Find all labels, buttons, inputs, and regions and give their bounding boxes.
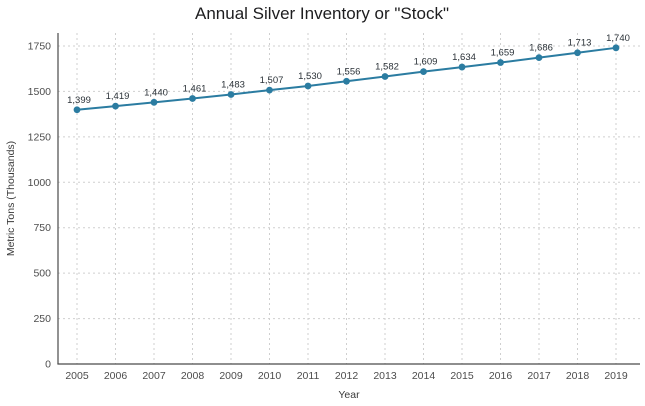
x-tick-label: 2007: [142, 370, 166, 382]
data-point-label: 1,419: [106, 91, 130, 102]
data-point-marker: [381, 73, 389, 80]
x-tick-label: 2010: [258, 370, 282, 382]
y-tick-label: 500: [33, 268, 51, 280]
data-point-label: 1,713: [568, 38, 592, 49]
data-point-marker: [612, 44, 620, 52]
x-tick-label: 2013: [373, 370, 397, 382]
gridlines: [58, 33, 640, 364]
data-point-marker: [189, 95, 196, 102]
data-point-label: 1,556: [337, 66, 361, 77]
x-axis-title: Year: [338, 389, 360, 401]
chart-title: Annual Silver Inventory or "Stock": [195, 4, 449, 23]
data-point-label: 1,507: [260, 75, 284, 86]
data-point-label: 1,461: [183, 84, 207, 95]
x-tick-label: 2016: [489, 370, 513, 382]
x-tick-label: 2009: [219, 370, 243, 382]
data-point-marker: [343, 77, 350, 85]
y-tick-label: 1000: [28, 177, 52, 189]
data-point-label: 1,530: [298, 71, 322, 82]
data-point-label: 1,659: [491, 48, 515, 59]
data-point-marker: [304, 82, 312, 90]
data-point-label: 1,740: [606, 33, 630, 44]
data-point-marker: [574, 49, 581, 57]
x-tick-label: 2017: [527, 370, 551, 382]
data-point-marker: [73, 106, 81, 114]
data-point-label: 1,609: [414, 57, 438, 68]
data-point-marker: [497, 59, 504, 66]
data-point-label: 1,483: [221, 80, 245, 91]
data-points: 1,399 1,419 1,440 1,461 1,483 1,507 1,530 1,556…: [67, 33, 630, 114]
data-point-marker: [227, 91, 235, 98]
y-tick-label: 750: [33, 222, 51, 234]
x-tick-label: 2014: [412, 370, 436, 382]
x-tick-label: 2015: [450, 370, 474, 382]
x-tick-label: 2005: [65, 370, 89, 382]
y-tick-label: 250: [33, 313, 51, 325]
y-tick-label: 1500: [28, 86, 52, 98]
y-tick-label: 0: [45, 359, 51, 371]
data-point-marker: [150, 98, 158, 106]
x-tick-label: 2011: [297, 370, 320, 382]
data-point-label: 1,634: [452, 52, 476, 63]
data-point-marker: [112, 102, 119, 110]
data-point-marker: [266, 86, 273, 94]
x-tick-label: 2018: [566, 370, 590, 382]
x-tick-label: 2012: [335, 370, 359, 382]
data-point-label: 1,399: [67, 95, 91, 106]
data-point-marker: [420, 68, 427, 76]
data-point-label: 1,582: [375, 62, 399, 73]
x-tick-label: 2006: [104, 370, 128, 382]
y-axis-title: Metric Tons (Thousands): [5, 141, 17, 256]
data-point-label: 1,440: [144, 87, 168, 98]
x-tick-label: 2019: [604, 370, 628, 382]
data-point-label: 1,686: [529, 43, 553, 54]
y-tick-label: 1750: [28, 41, 52, 53]
data-point-marker: [535, 54, 543, 62]
data-point-marker: [458, 63, 466, 71]
x-tick-label: 2008: [181, 370, 205, 382]
y-tick-label: 1250: [28, 131, 52, 143]
